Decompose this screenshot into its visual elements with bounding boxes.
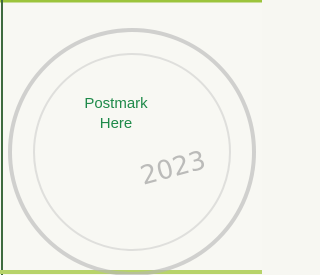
- label-line: Postmark: [84, 95, 148, 112]
- page: Postmark Here 2023 (() => { const data =…: [0, 0, 262, 275]
- label-line: Here: [100, 115, 133, 132]
- postmark-area: Postmark Here 2023: [0, 0, 262, 275]
